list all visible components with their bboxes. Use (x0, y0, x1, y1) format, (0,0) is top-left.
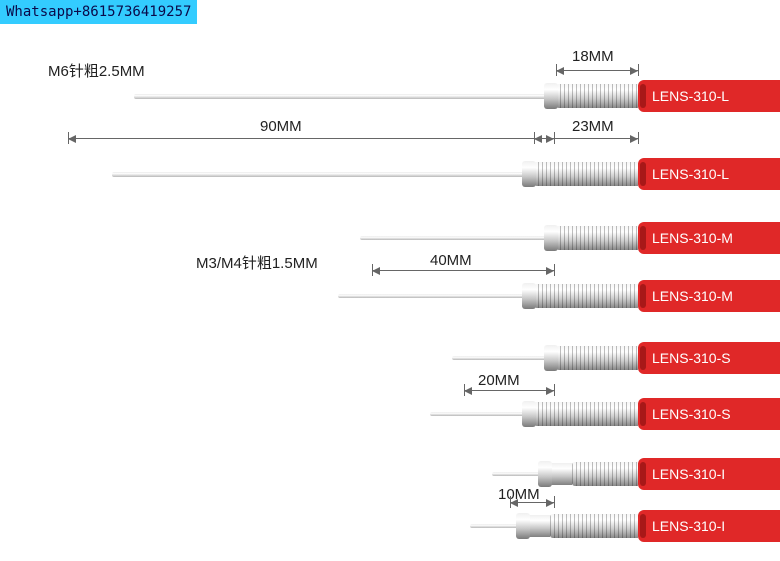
probe-collar (544, 345, 558, 371)
dimension-arrow-icon (464, 387, 472, 395)
probe-needle (470, 524, 516, 528)
spec-label: M6针粗2.5MM (48, 60, 145, 81)
probe-collar (544, 225, 558, 251)
probe-row: LENS-310-M (338, 280, 780, 312)
probe-row: LENS-310-I (470, 510, 780, 542)
watermark-text: Whatsapp+8615736419257 (6, 4, 191, 20)
dimension-arrow-icon (556, 67, 564, 75)
dimension-arrow-icon (68, 135, 76, 143)
probe-sleeve: LENS-310-S (638, 342, 780, 374)
probe-label: LENS-310-S (652, 406, 731, 422)
probe-row: LENS-310-S (452, 342, 780, 374)
probe-collar (538, 461, 552, 487)
probe-thread (550, 514, 638, 538)
dimension-line (556, 70, 638, 71)
probe-collar (544, 83, 558, 109)
probe-label: LENS-310-M (652, 230, 733, 246)
probe-thread (534, 162, 638, 186)
dimension-arrow-icon (546, 135, 554, 143)
probe-smooth (528, 515, 550, 537)
dimension-label: 10MM (498, 486, 540, 503)
dimension-tick (510, 496, 511, 508)
probe-label: LENS-310-S (652, 350, 731, 366)
dimension-arrow-icon (546, 499, 554, 507)
probe-collar (522, 283, 536, 309)
probe-sleeve: LENS-310-M (638, 280, 780, 312)
dimension-arrow-icon (372, 267, 380, 275)
dimension-arrow-icon (630, 135, 638, 143)
dimension-arrow-icon (546, 267, 554, 275)
dimension-tick (638, 64, 639, 76)
probe-collar (516, 513, 530, 539)
probe-needle (338, 294, 522, 298)
dimension-tick (556, 64, 557, 76)
probe-label: LENS-310-M (652, 288, 733, 304)
dimension-line (464, 390, 554, 391)
probe-label: LENS-310-I (652, 518, 725, 534)
probe-label: LENS-310-L (652, 166, 729, 182)
probe-thread (572, 462, 638, 486)
probe-sleeve: LENS-310-I (638, 458, 780, 490)
probe-needle (430, 412, 522, 416)
probe-sleeve: LENS-310-L (638, 158, 780, 190)
dimension-tick (534, 132, 535, 144)
dimension-arrow-icon (630, 67, 638, 75)
probe-row: LENS-310-L (134, 80, 780, 112)
dimension-line (372, 270, 554, 271)
probe-collar (522, 161, 536, 187)
dimension-label: 90MM (260, 118, 302, 135)
dimension-tick (68, 132, 69, 144)
dimension-arrow-icon (546, 387, 554, 395)
dimension-line (68, 138, 554, 139)
probe-label: LENS-310-I (652, 466, 725, 482)
probe-sleeve: LENS-310-I (638, 510, 780, 542)
dimension-tick (464, 384, 465, 396)
dimension-line (534, 138, 638, 139)
probe-thread (534, 284, 638, 308)
dimension-tick (554, 384, 555, 396)
dimension-label: 40MM (430, 252, 472, 269)
dimension-tick (554, 264, 555, 276)
probe-row: LENS-310-S (430, 398, 780, 430)
probe-thread (556, 346, 638, 370)
dimension-tick (638, 132, 639, 144)
probe-label: LENS-310-L (652, 88, 729, 104)
probe-collar (522, 401, 536, 427)
watermark: Whatsapp+8615736419257 (0, 0, 197, 24)
probe-thread (556, 84, 638, 108)
dimension-label: 23MM (572, 118, 614, 135)
probe-smooth (550, 463, 572, 485)
dimension-label: 20MM (478, 372, 520, 389)
dimension-label: 18MM (572, 48, 614, 65)
probe-row: LENS-310-M (360, 222, 780, 254)
probe-needle (452, 356, 544, 360)
probe-row: LENS-310-L (112, 158, 780, 190)
dimension-tick (372, 264, 373, 276)
probe-sleeve: LENS-310-S (638, 398, 780, 430)
probe-thread (534, 402, 638, 426)
probe-needle (492, 472, 538, 476)
probe-sleeve: LENS-310-M (638, 222, 780, 254)
probe-needle (360, 236, 544, 240)
dimension-tick (554, 496, 555, 508)
probe-sleeve: LENS-310-L (638, 80, 780, 112)
probe-needle (112, 172, 522, 177)
dimension-arrow-icon (534, 135, 542, 143)
probe-needle (134, 94, 544, 99)
dimension-arrow-icon (510, 499, 518, 507)
probe-thread (556, 226, 638, 250)
spec-label: M3/M4针粗1.5MM (196, 252, 318, 273)
